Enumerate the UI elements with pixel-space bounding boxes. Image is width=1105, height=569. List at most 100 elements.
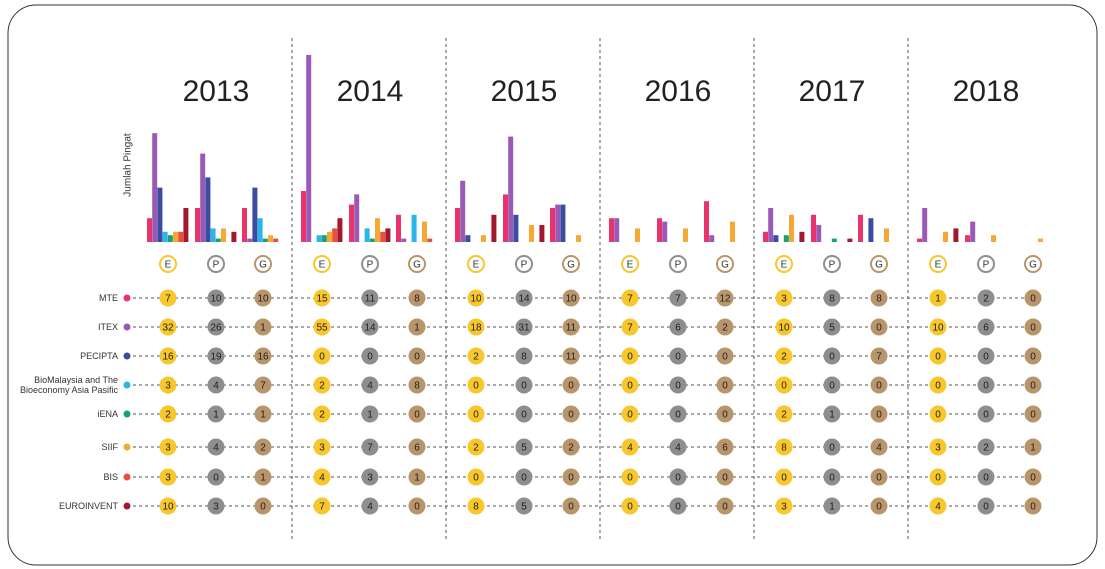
- medal-count: 0: [829, 381, 835, 392]
- bar: [491, 214, 497, 242]
- medal-count-circle: [621, 405, 639, 423]
- medal-count-circle: [515, 347, 533, 365]
- medal-count: 2: [781, 352, 787, 363]
- medal-count-circle: [408, 468, 426, 486]
- bar: [364, 228, 370, 242]
- medal-header-label: E: [627, 260, 634, 271]
- medal-count-circle: [361, 438, 379, 456]
- bar: [704, 201, 709, 242]
- medal-count-circle: [515, 376, 533, 394]
- bar: [609, 218, 614, 242]
- medal-count: 0: [675, 352, 681, 363]
- row-label: BioMalaysia and The Bioeconomy Asia Pasi…: [19, 375, 118, 395]
- medal-count: 3: [319, 443, 325, 454]
- bar: [375, 218, 380, 242]
- medal-count: 0: [1030, 381, 1036, 392]
- row-label-box: BIS: [103, 472, 118, 482]
- medal-count-circle: [977, 497, 995, 515]
- medal-count-circle: [207, 405, 225, 423]
- bar: [147, 218, 152, 242]
- bar: [953, 228, 959, 242]
- medal-count: 0: [722, 502, 728, 513]
- medal-count: 4: [935, 502, 941, 513]
- medal-count-circle: [408, 438, 426, 456]
- medal-count: 1: [829, 410, 835, 421]
- medal-count: 4: [876, 443, 882, 454]
- medal-count-circle: [361, 376, 379, 394]
- bar: [380, 231, 386, 242]
- medal-count: 11: [566, 352, 577, 363]
- medal-count: 1: [260, 473, 266, 484]
- bar: [965, 235, 970, 242]
- medal-count-circle: [254, 468, 272, 486]
- medal-count-circle: [621, 438, 639, 456]
- bar: [858, 214, 863, 242]
- bar: [460, 180, 466, 242]
- medal-count: 1: [829, 502, 835, 513]
- medal-count: 0: [367, 352, 373, 363]
- medal-count-circle: [775, 347, 793, 365]
- medal-count-circle: [562, 376, 580, 394]
- medal-header: [977, 255, 995, 273]
- medal-count-circle: [313, 318, 331, 336]
- medal-count-circle: [870, 318, 888, 336]
- medal-header: [515, 255, 533, 273]
- bar: [730, 221, 735, 242]
- medal-count-circle: [207, 289, 225, 307]
- medal-count-circle: [870, 438, 888, 456]
- medal-count-circle: [467, 347, 485, 365]
- medal-count: 10: [210, 294, 222, 305]
- bar: [635, 228, 640, 242]
- year-label: 2013: [183, 75, 250, 108]
- medal-count-circle: [467, 405, 485, 423]
- medal-count-circle: [775, 376, 793, 394]
- medal-count-circle: [621, 318, 639, 336]
- medal-header-label: G: [721, 260, 729, 271]
- bar: [210, 228, 216, 242]
- medal-count-circle: [775, 405, 793, 423]
- medal-count: 0: [414, 352, 420, 363]
- medal-count-circle: [669, 405, 687, 423]
- bar: [481, 235, 486, 242]
- bar: [349, 204, 354, 242]
- medal-count: 0: [722, 352, 728, 363]
- medal-count: 10: [565, 294, 577, 305]
- medal-header: [775, 255, 793, 273]
- bar: [1038, 238, 1043, 242]
- row-label-box: ITEX: [97, 322, 118, 332]
- medal-count: 0: [935, 410, 941, 421]
- medal-count-circle: [1024, 289, 1042, 307]
- medal-count-circle: [716, 438, 734, 456]
- medal-header: [408, 255, 426, 273]
- medal-count-circle: [159, 289, 177, 307]
- medal-count: 5: [521, 443, 527, 454]
- bar: [783, 235, 789, 242]
- medal-count-circle: [716, 497, 734, 515]
- medal-count: 1: [414, 323, 420, 334]
- medal-header-label: P: [983, 260, 990, 271]
- year-label: 2016: [645, 75, 712, 108]
- legend-dot: [123, 323, 131, 331]
- medal-header-label: E: [165, 260, 172, 271]
- medal-count-circle: [207, 318, 225, 336]
- row-label: ITEX: [97, 322, 118, 332]
- bar: [301, 191, 306, 242]
- medal-header-label: E: [781, 260, 788, 271]
- medal-count-circle: [467, 289, 485, 307]
- medal-count-circle: [775, 468, 793, 486]
- medal-count: 7: [165, 294, 171, 305]
- medal-header-label: P: [675, 260, 682, 271]
- medal-count: 0: [983, 502, 989, 513]
- legend-dot: [123, 381, 131, 389]
- medal-count-circle: [823, 318, 841, 336]
- bar: [247, 238, 253, 242]
- medal-count: 7: [627, 294, 633, 305]
- medal-count-circle: [254, 289, 272, 307]
- medal-count-circle: [977, 289, 995, 307]
- medal-count: 3: [213, 502, 219, 513]
- medal-count-circle: [207, 347, 225, 365]
- medal-count: 8: [829, 294, 835, 305]
- medal-count-circle: [621, 468, 639, 486]
- medal-count-circle: [621, 347, 639, 365]
- row-label-box: BioMalaysia and The Bioeconomy Asia Pasi…: [19, 375, 118, 395]
